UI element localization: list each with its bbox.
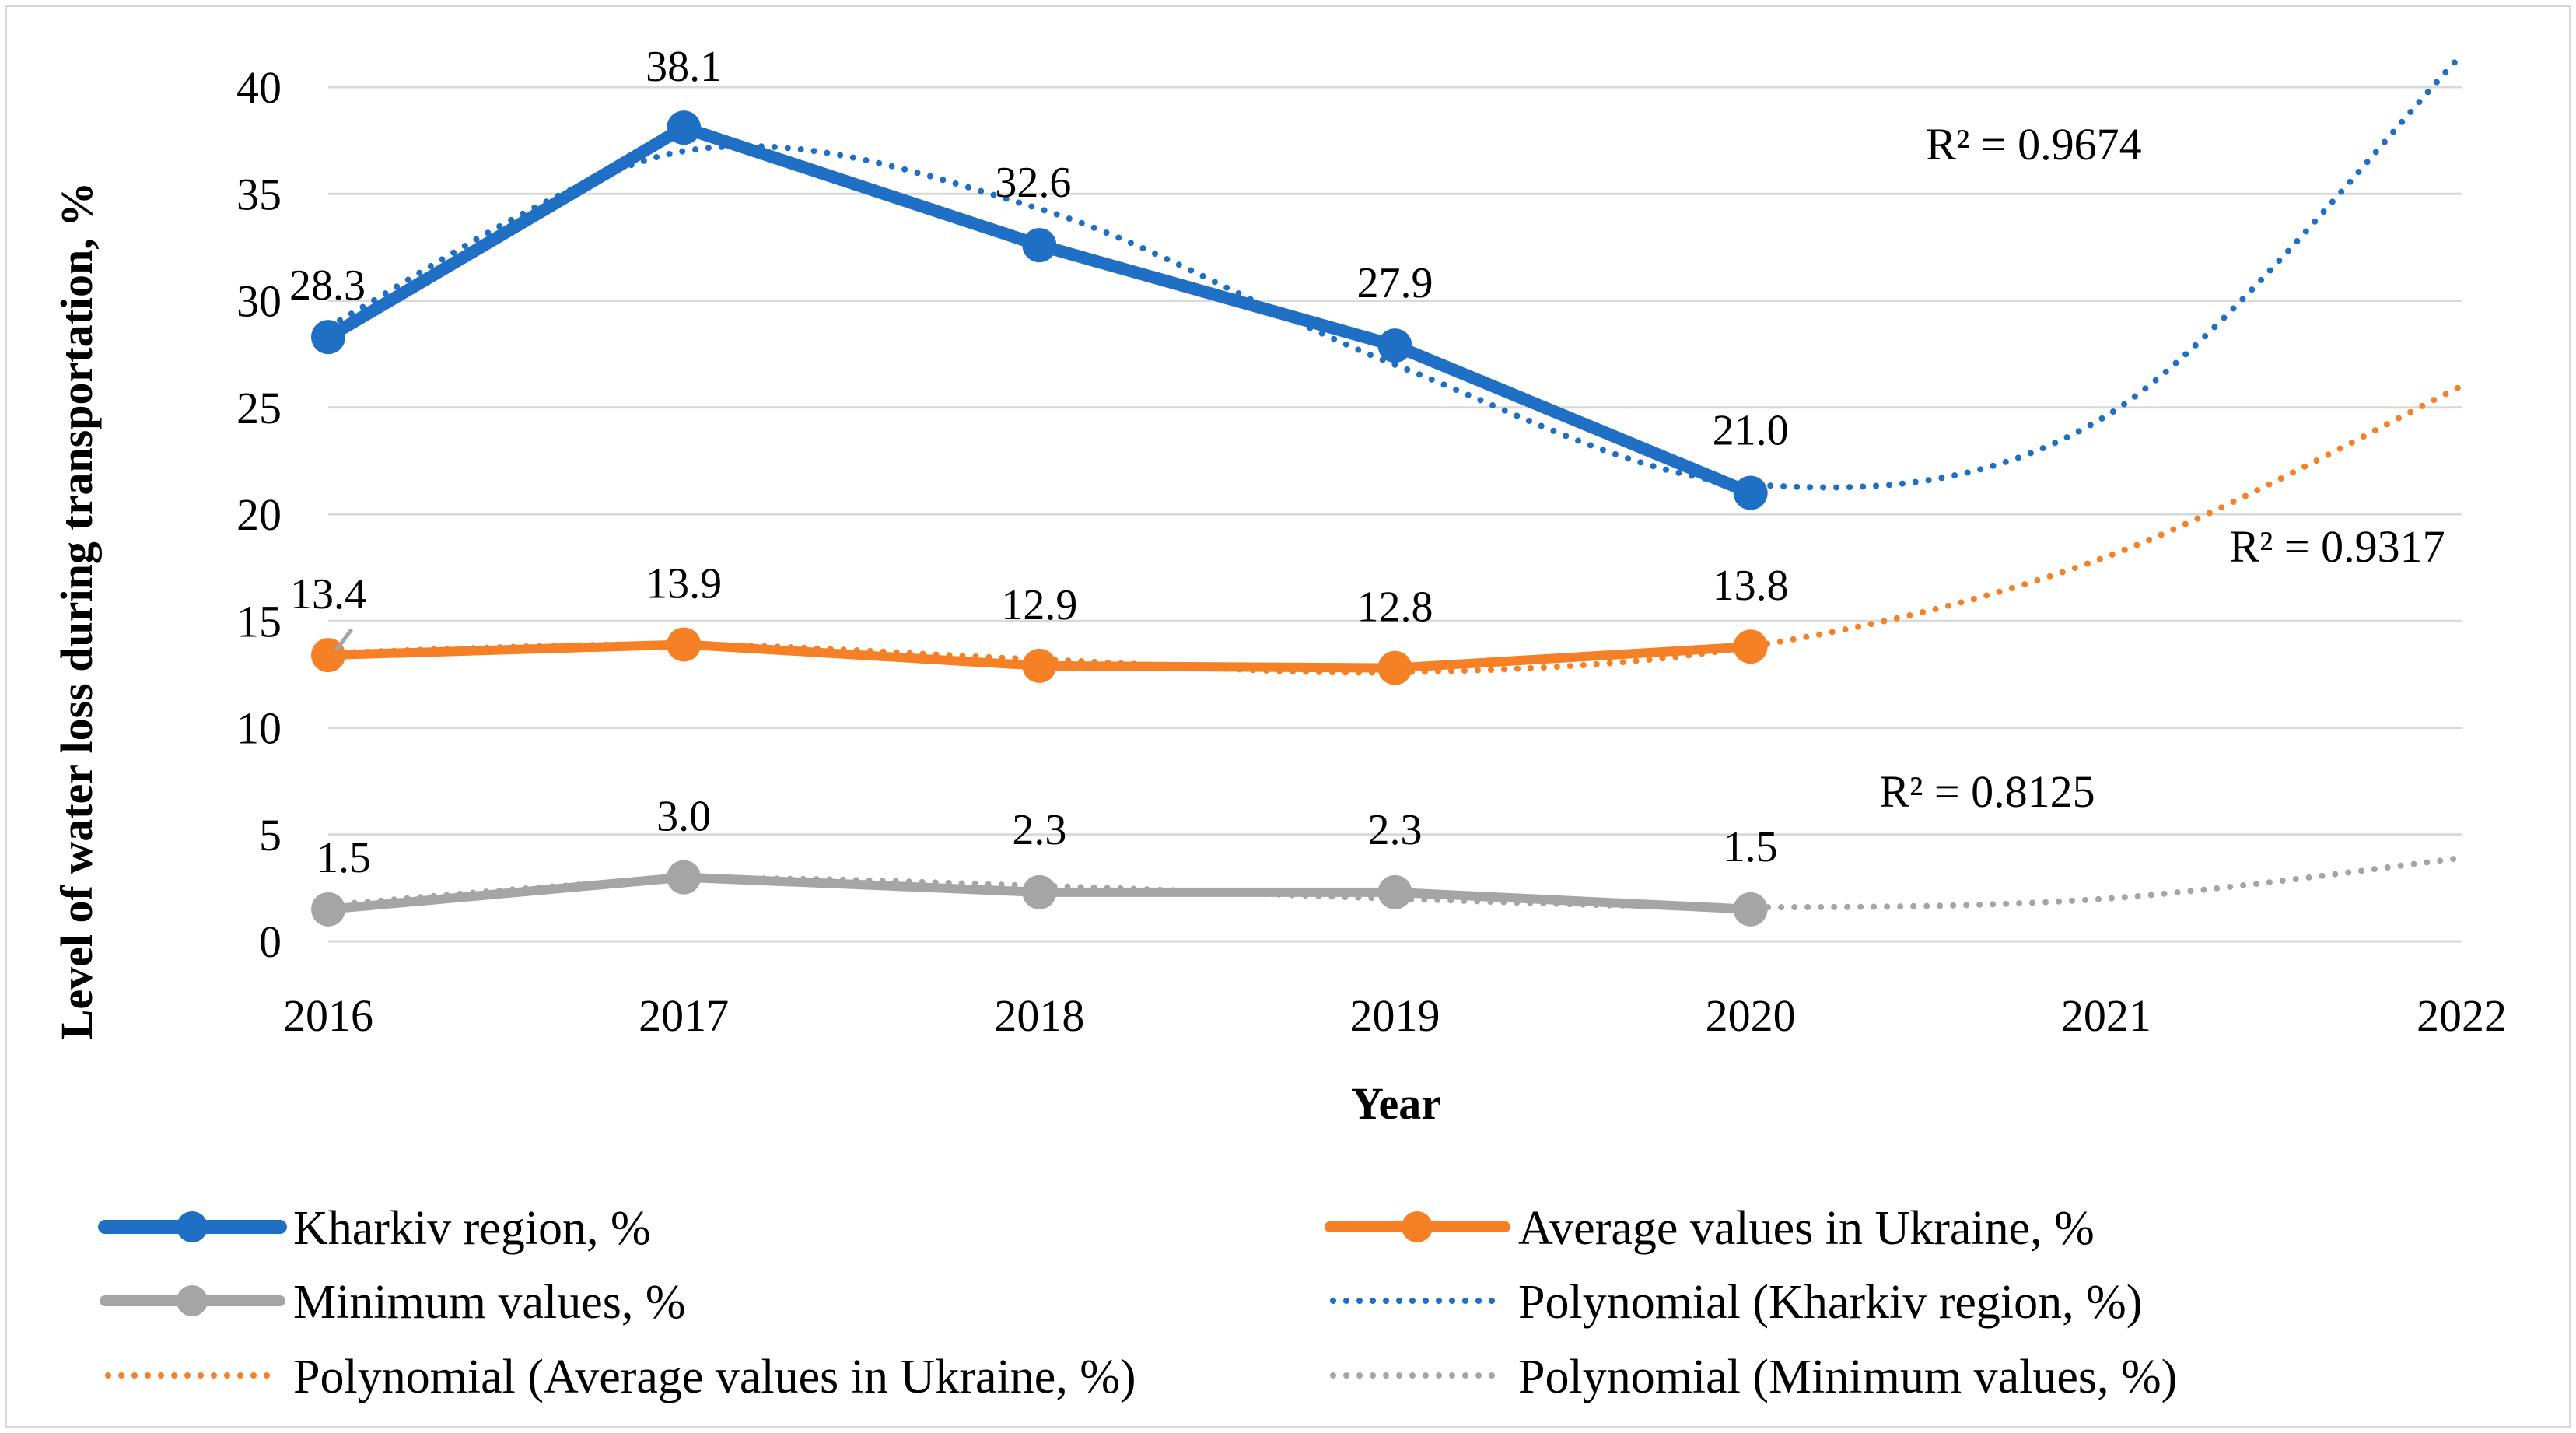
data-point-average[interactable]	[1377, 650, 1412, 685]
data-point-average[interactable]	[667, 627, 702, 662]
y-tick-label: 35	[236, 169, 282, 219]
y-tick-label: 40	[236, 62, 282, 113]
data-point-minimum[interactable]	[667, 860, 702, 895]
data-label-average: 13.8	[1713, 562, 1789, 610]
data-label-average: 12.8	[1357, 583, 1433, 632]
data-point-kharkiv[interactable]	[667, 110, 702, 145]
data-label-average: 13.9	[646, 559, 722, 608]
data-point-kharkiv[interactable]	[311, 320, 345, 355]
legend-marker-kharkiv	[177, 1211, 208, 1242]
y-tick-label: 5	[259, 810, 282, 860]
data-labels: 28.3 38.1 32.6 27.9 21.0 13.4 13.9 12.9 12.8 13.8…	[289, 43, 1789, 882]
data-point-average[interactable]	[1022, 648, 1057, 683]
y-tick-label: 15	[236, 596, 282, 646]
r-squared-minimum: R² = 0.8125	[1879, 766, 2095, 817]
x-tick-label: 2017	[639, 990, 729, 1041]
y-tick-label: 20	[236, 489, 282, 540]
x-tick-label: 2016	[283, 990, 373, 1041]
data-label-minimum: 2.3	[1368, 806, 1423, 854]
trendline-kharkiv	[325, 51, 2465, 491]
x-tick-label: 2021	[2061, 990, 2151, 1041]
y-tick-label: 30	[236, 276, 282, 327]
legend-label-kharkiv: Kharkiv region, %	[293, 1202, 651, 1255]
y-axis-title: Level of water loss during transportatio…	[51, 182, 102, 1040]
data-label-average: 12.9	[1001, 581, 1077, 629]
data-label-kharkiv: 27.9	[1357, 259, 1433, 307]
y-axis-ticks: 0 5 10 15 20 25 30 35 40	[236, 62, 282, 967]
data-label-kharkiv: 21.0	[1713, 407, 1789, 455]
r-squared-average: R² = 0.9317	[2229, 521, 2445, 572]
data-point-kharkiv[interactable]	[1377, 328, 1412, 363]
data-label-kharkiv: 38.1	[646, 43, 722, 91]
legend-label-trend-minimum: Polynomial (Minimum values, %)	[1518, 1351, 2177, 1403]
y-tick-label: 10	[236, 703, 282, 754]
r-squared-labels: R² = 0.9674 R² = 0.9317 R² = 0.8125	[1879, 119, 2445, 817]
data-label-kharkiv: 32.6	[995, 159, 1071, 207]
r-squared-kharkiv: R² = 0.9674	[1926, 119, 2141, 170]
legend-label-minimum: Minimum values, %	[293, 1276, 686, 1329]
data-label-minimum: 2.3	[1012, 806, 1066, 854]
legend-marker-average	[1402, 1211, 1433, 1242]
trendlines	[325, 51, 2465, 911]
y-tick-label: 25	[236, 383, 282, 433]
gridlines	[328, 86, 2462, 943]
data-point-kharkiv[interactable]	[1733, 475, 1768, 510]
data-label-kharkiv: 28.3	[289, 261, 366, 310]
data-label-minimum: 3.0	[656, 793, 711, 841]
data-label-minimum: 1.5	[317, 834, 371, 882]
data-label-average: 13.4	[290, 570, 366, 618]
legend-label-trend-kharkiv: Polynomial (Kharkiv region, %)	[1518, 1276, 2142, 1329]
x-tick-label: 2018	[994, 990, 1084, 1041]
chart-frame	[5, 5, 2571, 1428]
legend-label-trend-average: Polynomial (Average values in Ukraine, %…	[293, 1351, 1136, 1403]
legend-marker-minimum	[177, 1285, 208, 1316]
legend: Kharkiv region, % Average values in Ukrai…	[98, 1202, 2177, 1403]
series-lines	[311, 110, 1768, 927]
data-point-minimum[interactable]	[311, 892, 345, 927]
x-axis-ticks: 2016 2017 2018 2019 2020 2021 2022	[283, 990, 2507, 1041]
legend-label-average: Average values in Ukraine, %	[1518, 1202, 2095, 1255]
data-point-minimum[interactable]	[1022, 874, 1057, 909]
x-tick-label: 2020	[1706, 990, 1796, 1041]
data-point-minimum[interactable]	[1733, 892, 1768, 927]
data-label-minimum: 1.5	[1724, 823, 1778, 871]
y-tick-label: 0	[259, 916, 282, 967]
x-axis-title: Year	[1351, 1078, 1441, 1129]
x-tick-label: 2019	[1350, 990, 1440, 1041]
leader-line	[334, 628, 354, 652]
data-point-average[interactable]	[1733, 629, 1768, 664]
data-point-minimum[interactable]	[1377, 874, 1412, 909]
data-point-kharkiv[interactable]	[1022, 228, 1057, 263]
x-tick-label: 2022	[2417, 990, 2507, 1041]
